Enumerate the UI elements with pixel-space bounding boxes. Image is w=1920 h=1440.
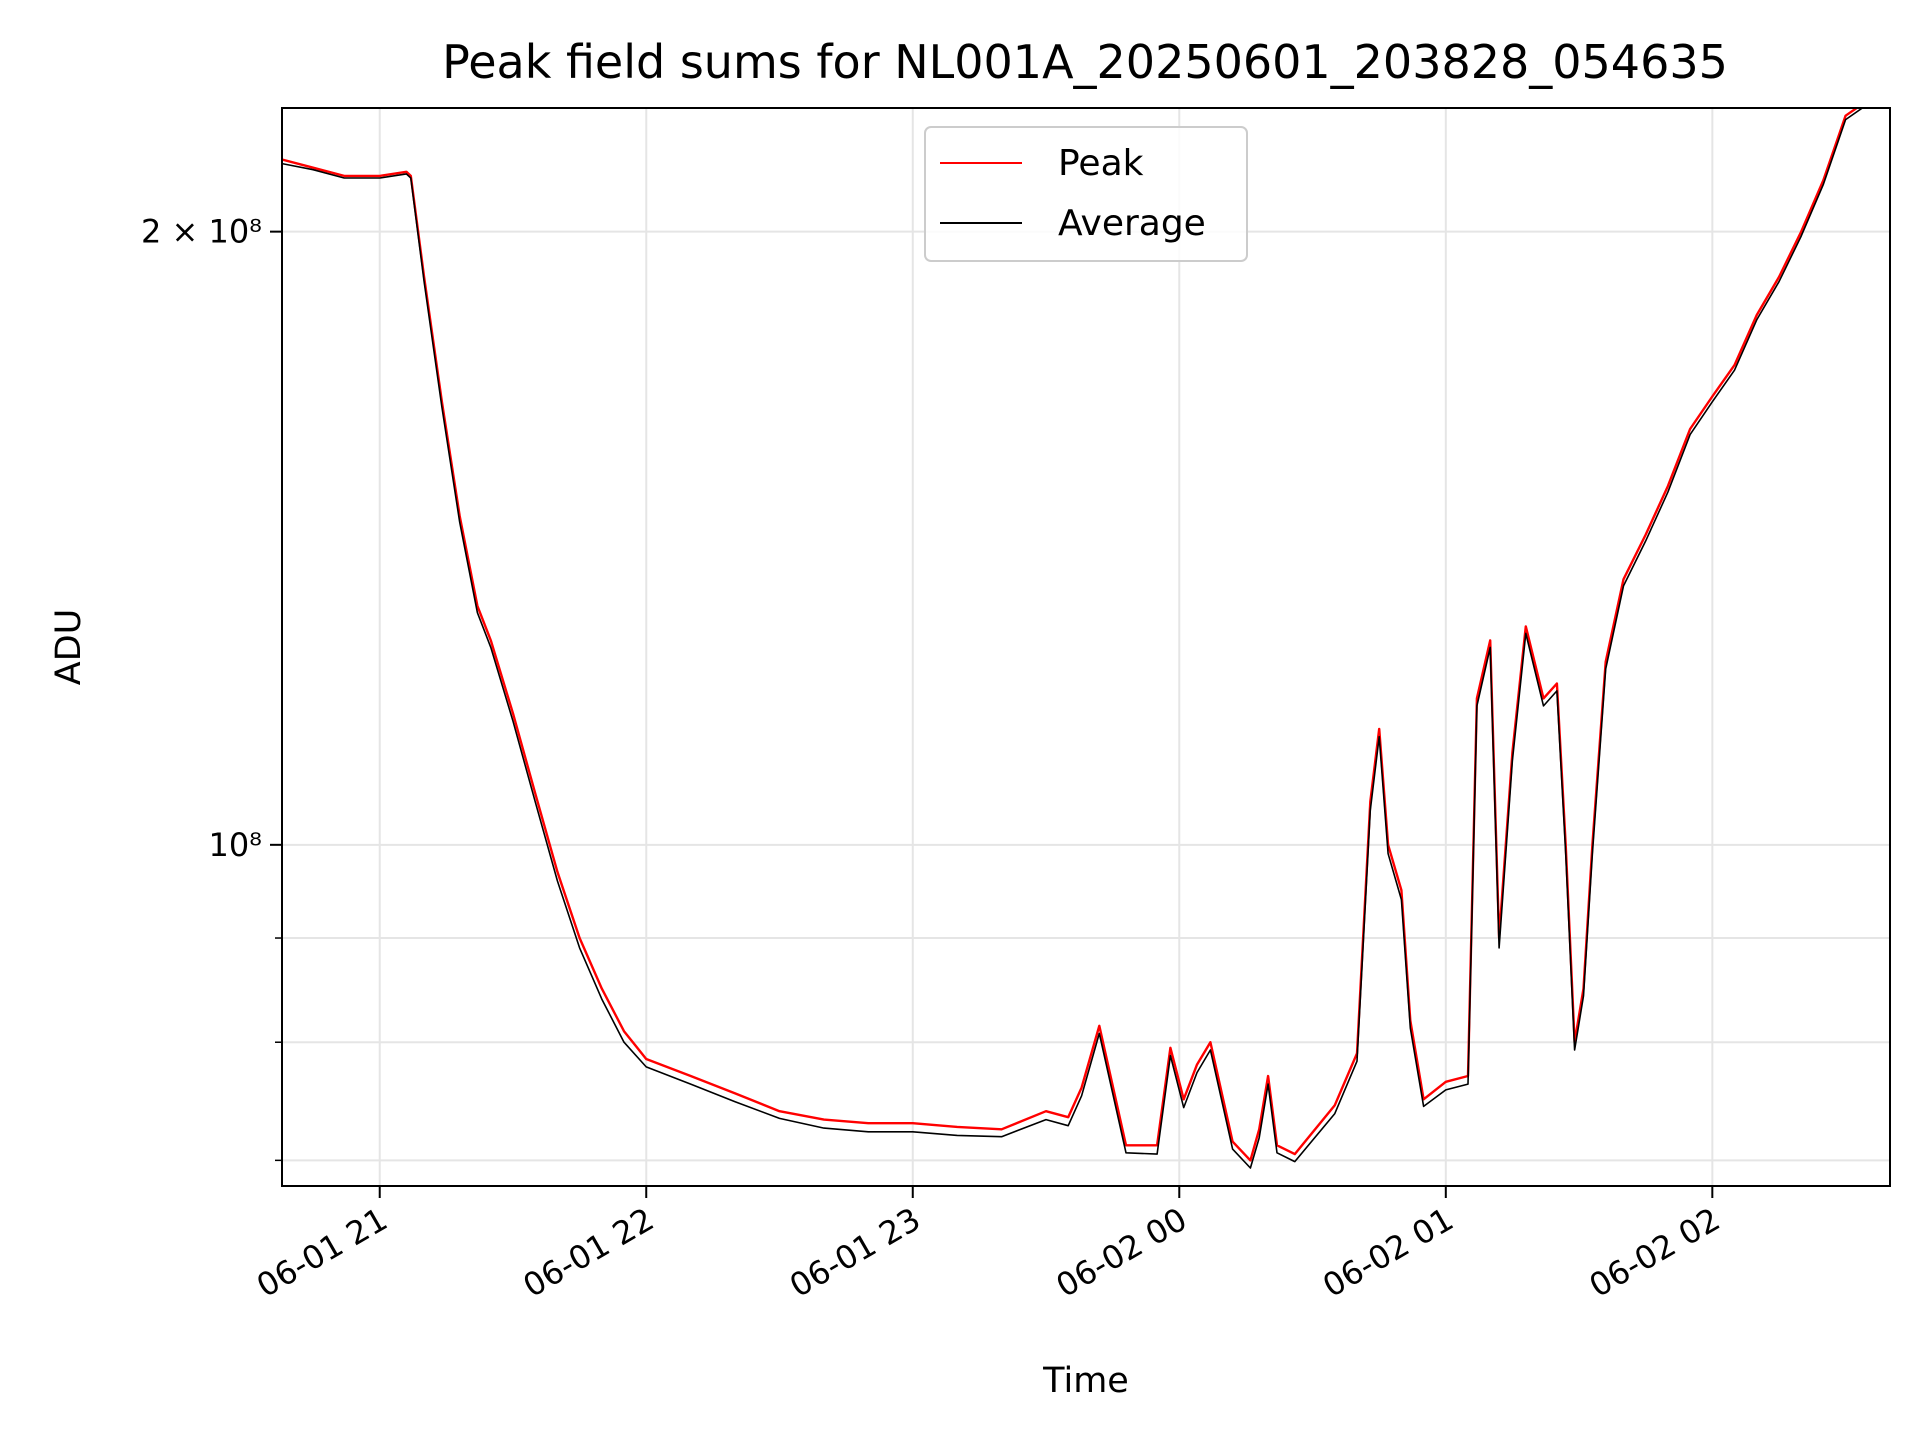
legend-average-label: Average (1058, 203, 1206, 244)
plot-area (282, 108, 1890, 1186)
y-axis: 10⁸ 2 × 10⁸ (141, 213, 282, 1162)
legend-peak-label: Peak (1058, 143, 1144, 184)
legend: Peak Average (924, 126, 1248, 262)
grid (282, 108, 1890, 1186)
y-axis-label: ADU (49, 609, 89, 686)
y-tick-label: 2 × 10⁸ (141, 213, 262, 251)
y-tick-label: 10⁸ (208, 826, 262, 864)
series-line-average (282, 108, 1864, 1169)
series-line-peak (282, 108, 1859, 1162)
x-axis-label: Time (1042, 1361, 1129, 1401)
series-layer (282, 108, 1864, 1169)
chart-title: Peak field sums for NL001A_20250601_2038… (442, 35, 1728, 89)
legend-box (924, 126, 1248, 262)
plot-frame (281, 107, 1891, 1187)
